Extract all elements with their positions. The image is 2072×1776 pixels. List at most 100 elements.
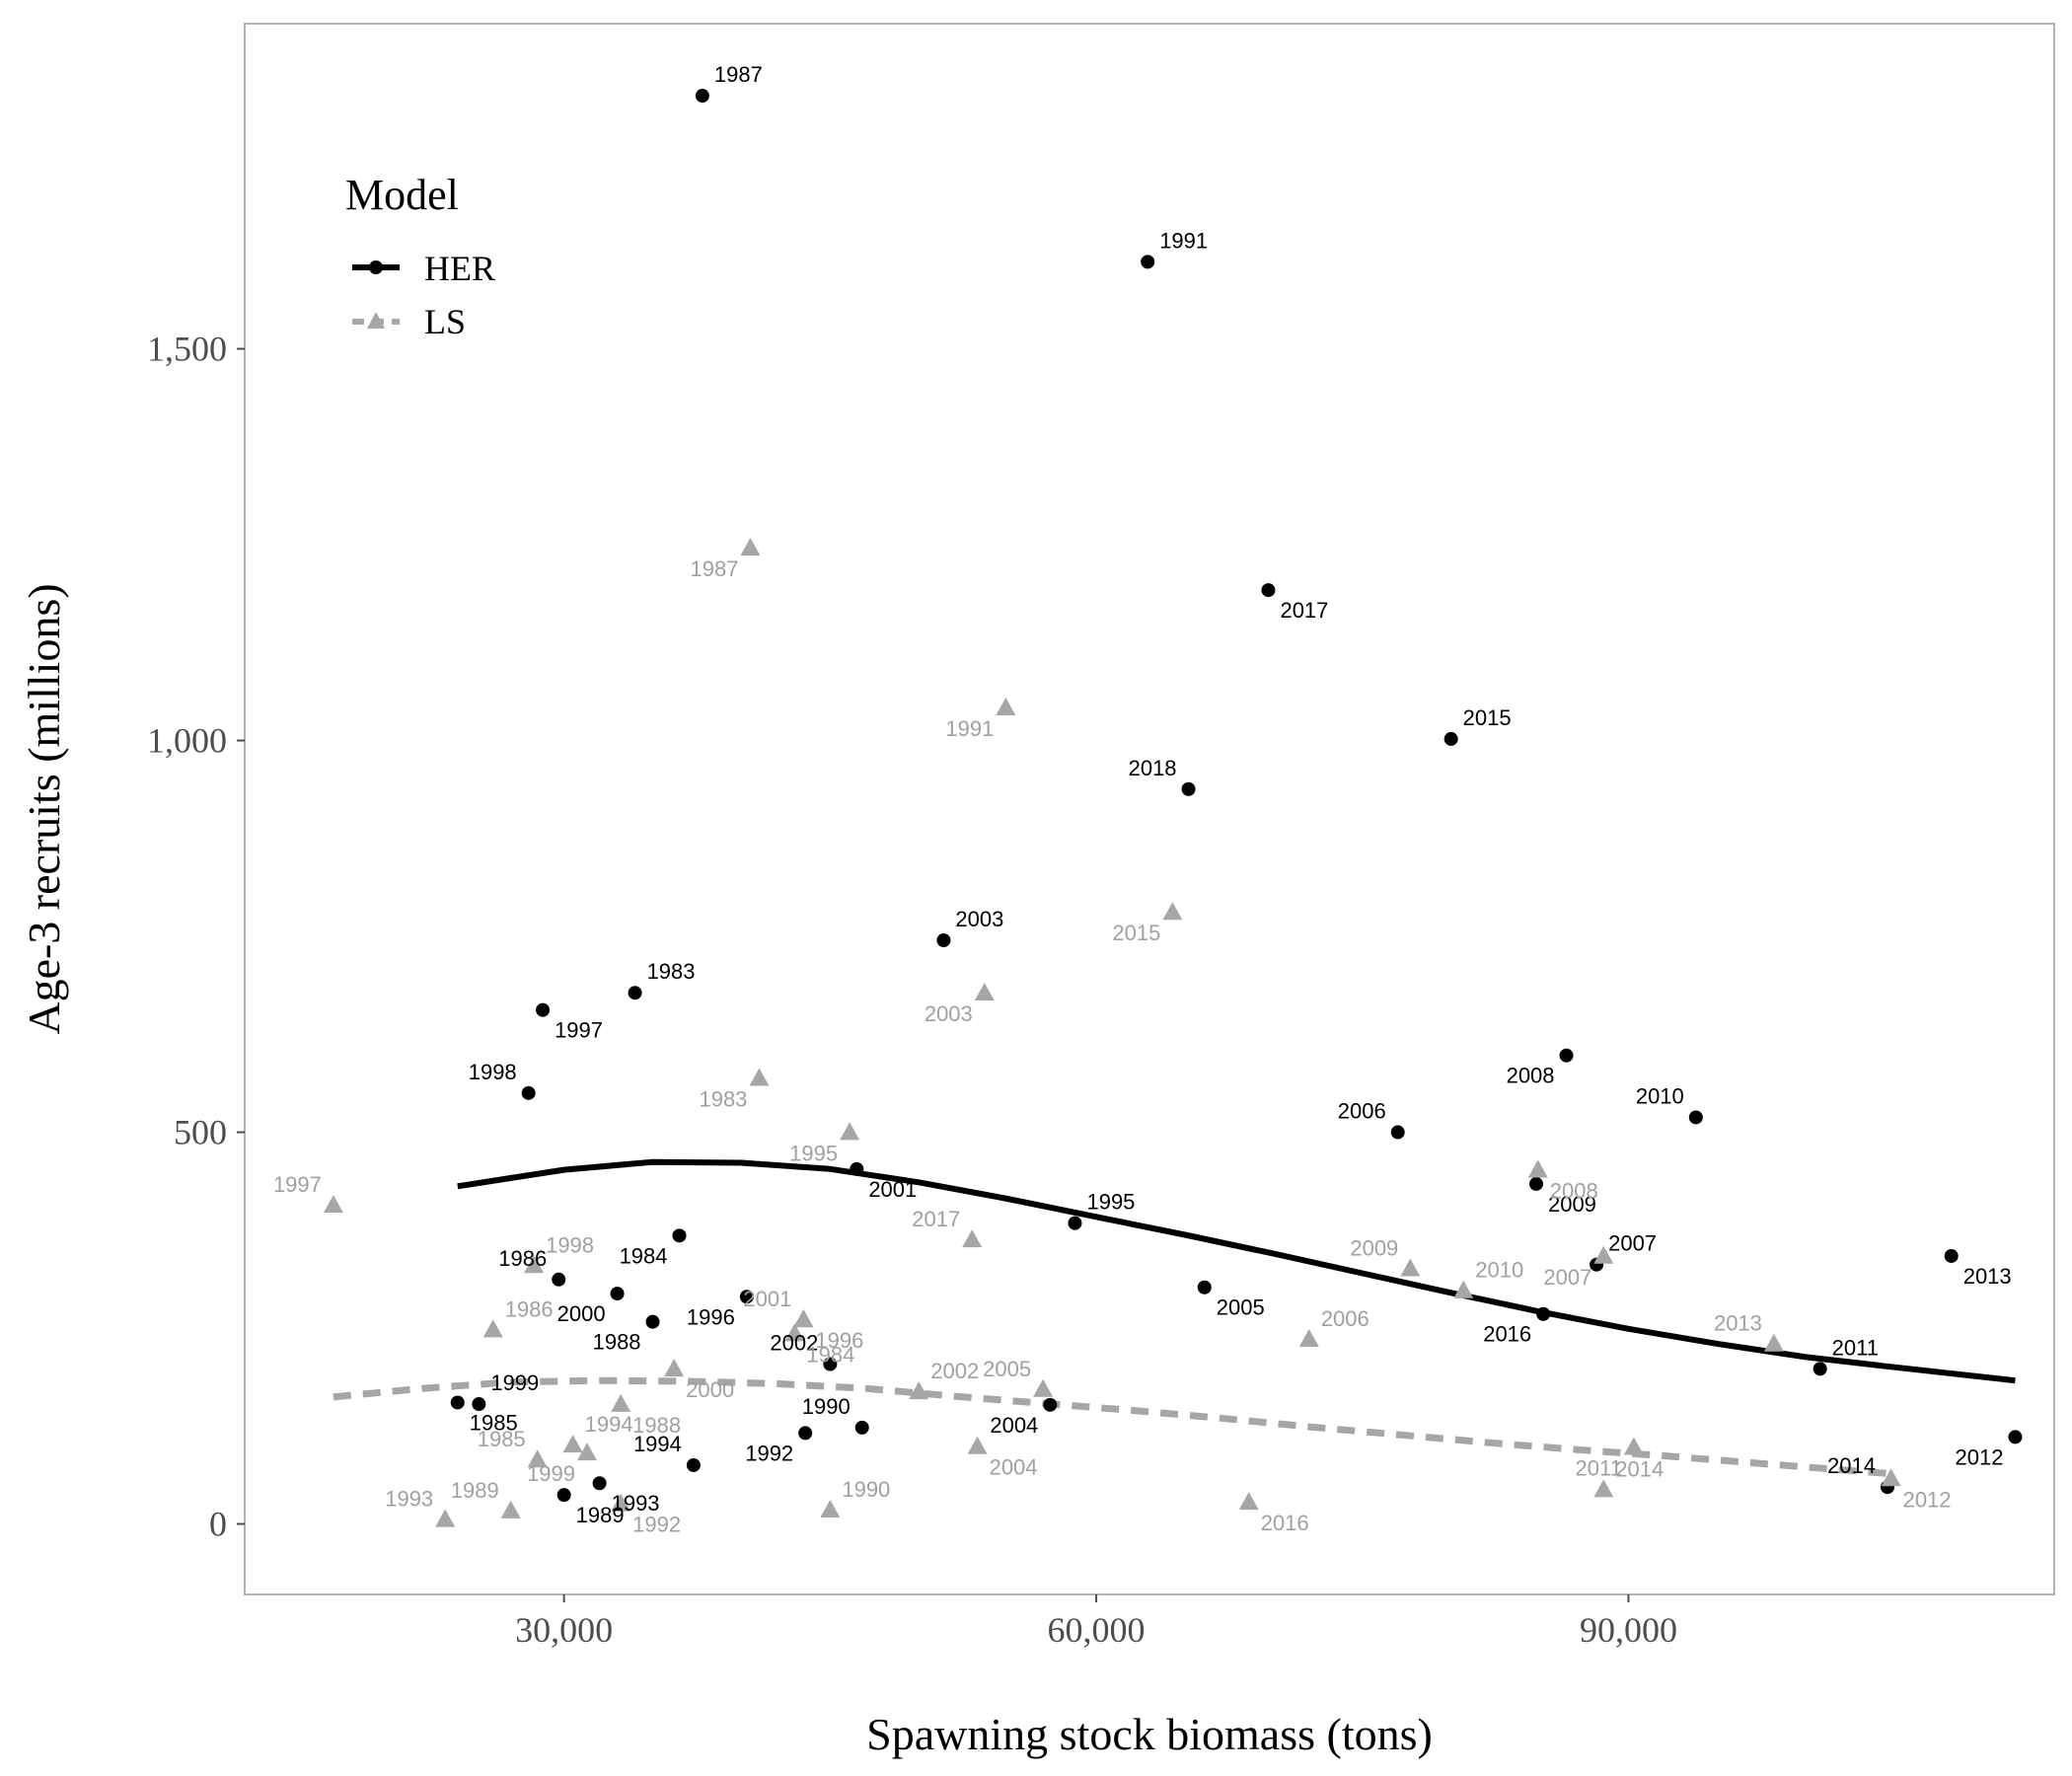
point-label-her-1985: 1985 bbox=[470, 1410, 518, 1435]
point-her-2002 bbox=[823, 1357, 838, 1371]
point-label-ls-2004: 2004 bbox=[990, 1455, 1038, 1480]
point-label-ls-2008: 2008 bbox=[1550, 1178, 1598, 1203]
point-ls-1992 bbox=[611, 1493, 631, 1512]
point-label-ls-2011: 2011 bbox=[1576, 1456, 1622, 1481]
point-ls-2009 bbox=[1400, 1258, 1421, 1277]
point-label-ls-1988: 1988 bbox=[632, 1413, 681, 1438]
point-label-ls-2012: 2012 bbox=[1903, 1487, 1952, 1512]
point-label-her-1993: 1993 bbox=[612, 1491, 660, 1516]
y-tick-label: 1,500 bbox=[147, 330, 227, 369]
point-her-1996 bbox=[739, 1290, 754, 1304]
point-ls-2012 bbox=[1881, 1468, 1901, 1487]
point-label-her-2004: 2004 bbox=[990, 1413, 1038, 1438]
point-her-1985 bbox=[450, 1395, 465, 1410]
point-label-ls-2002: 2002 bbox=[930, 1359, 979, 1383]
point-label-ls-1984: 1984 bbox=[806, 1342, 854, 1367]
point-ls-1991 bbox=[996, 697, 1016, 715]
point-her-1984 bbox=[672, 1228, 687, 1243]
point-ls-2005 bbox=[1033, 1378, 1054, 1397]
x-axis-title: Spawning stock biomass (tons) bbox=[866, 1709, 1433, 1759]
point-her-1988 bbox=[645, 1314, 660, 1329]
point-label-ls-2013: 2013 bbox=[1714, 1311, 1762, 1336]
y-tick-label: 0 bbox=[209, 1505, 227, 1544]
point-label-her-2012: 2012 bbox=[1955, 1444, 2003, 1469]
point-label-ls-1999: 1999 bbox=[527, 1461, 575, 1486]
point-ls-1994 bbox=[562, 1435, 583, 1453]
point-her-2000 bbox=[610, 1287, 625, 1301]
point-label-her-1983: 1983 bbox=[647, 959, 696, 984]
point-her-2004 bbox=[1043, 1397, 1058, 1412]
point-label-her-2002: 2002 bbox=[770, 1331, 818, 1356]
point-her-2005 bbox=[1197, 1280, 1212, 1295]
point-label-her-2009: 2009 bbox=[1548, 1192, 1596, 1217]
y-axis-title: Age-3 recruits (millions) bbox=[19, 583, 69, 1034]
point-label-ls-1994: 1994 bbox=[585, 1412, 633, 1437]
panel-border bbox=[244, 23, 2055, 1595]
point-ls-2004 bbox=[967, 1436, 988, 1454]
point-her-2016 bbox=[1536, 1306, 1551, 1321]
point-label-ls-2005: 2005 bbox=[983, 1357, 1031, 1381]
legend: Model HER LS bbox=[345, 171, 495, 341]
point-her-2008 bbox=[1559, 1048, 1574, 1063]
point-ls-1995 bbox=[840, 1122, 860, 1141]
point-label-her-1987: 1987 bbox=[714, 62, 763, 87]
point-ls-1983 bbox=[749, 1068, 770, 1086]
point-label-her-1984: 1984 bbox=[620, 1243, 668, 1268]
point-ls-2014 bbox=[1593, 1479, 1614, 1498]
point-her-2012 bbox=[2008, 1430, 2023, 1444]
point-label-ls-2014: 2014 bbox=[1615, 1456, 1664, 1481]
point-her-2013 bbox=[1944, 1248, 1959, 1263]
legend-item-ls: LS bbox=[352, 302, 466, 341]
x-tick-label: 90,000 bbox=[1580, 1610, 1677, 1650]
point-label-her-1992: 1992 bbox=[745, 1441, 793, 1465]
point-her-1998 bbox=[521, 1085, 536, 1100]
point-her-2018 bbox=[1181, 781, 1196, 796]
point-label-her-2010: 2010 bbox=[1636, 1083, 1684, 1108]
point-her-1993 bbox=[592, 1476, 607, 1491]
point-label-her-1996: 1996 bbox=[687, 1304, 735, 1329]
y-tick-label: 500 bbox=[174, 1113, 227, 1152]
point-her-2015 bbox=[1443, 731, 1458, 746]
point-ls-2011 bbox=[1623, 1437, 1644, 1455]
point-label-her-2016: 2016 bbox=[1483, 1322, 1531, 1347]
fit-line-her bbox=[457, 1158, 2016, 1384]
point-label-ls-2006: 2006 bbox=[1321, 1306, 1369, 1331]
point-ls-2006 bbox=[1298, 1328, 1319, 1347]
legend-ls-label: LS bbox=[424, 302, 466, 341]
point-label-her-1995: 1995 bbox=[1086, 1190, 1135, 1215]
point-label-her-2007: 2007 bbox=[1608, 1231, 1657, 1256]
point-label-ls-1998: 1998 bbox=[546, 1232, 594, 1257]
point-label-her-2017: 2017 bbox=[1280, 598, 1328, 623]
point-label-her-2006: 2006 bbox=[1338, 1099, 1386, 1124]
point-label-ls-1995: 1995 bbox=[789, 1141, 838, 1165]
point-ls-1987 bbox=[740, 537, 761, 555]
point-her-1997 bbox=[536, 1002, 551, 1017]
point-label-ls-2001: 2001 bbox=[743, 1287, 791, 1311]
point-label-ls-2000: 2000 bbox=[686, 1377, 734, 1402]
point-ls-2007 bbox=[1593, 1245, 1614, 1264]
point-her-2017 bbox=[1261, 583, 1276, 598]
point-ls-1999 bbox=[577, 1443, 598, 1461]
point-label-ls-1989: 1989 bbox=[451, 1478, 499, 1503]
legend-item-her: HER bbox=[352, 249, 495, 288]
point-label-her-2005: 2005 bbox=[1217, 1295, 1265, 1320]
point-label-ls-2009: 2009 bbox=[1350, 1235, 1398, 1260]
point-ls-1988 bbox=[611, 1393, 631, 1412]
point-ls-1986 bbox=[482, 1319, 503, 1338]
point-label-ls-1991: 1991 bbox=[945, 716, 994, 741]
point-her-1995 bbox=[1068, 1216, 1082, 1230]
point-her-2010 bbox=[1688, 1110, 1703, 1125]
x-axis: 30,000 60,000 90,000 bbox=[515, 1594, 1677, 1650]
point-label-her-1989: 1989 bbox=[576, 1503, 625, 1527]
point-her-1987 bbox=[695, 89, 709, 104]
point-label-ls-1987: 1987 bbox=[690, 556, 738, 581]
point-label-ls-1985: 1985 bbox=[478, 1427, 526, 1451]
point-ls-2015 bbox=[1162, 902, 1183, 921]
point-her-1991 bbox=[1141, 255, 1155, 269]
point-labels: 1983 1984 1985 1986 1987 1988 1989 1990 1991 1992… bbox=[273, 62, 2012, 1537]
point-label-her-1994: 1994 bbox=[633, 1432, 682, 1456]
point-ls-1990 bbox=[820, 1500, 841, 1518]
point-label-ls-2015: 2015 bbox=[1112, 921, 1160, 945]
